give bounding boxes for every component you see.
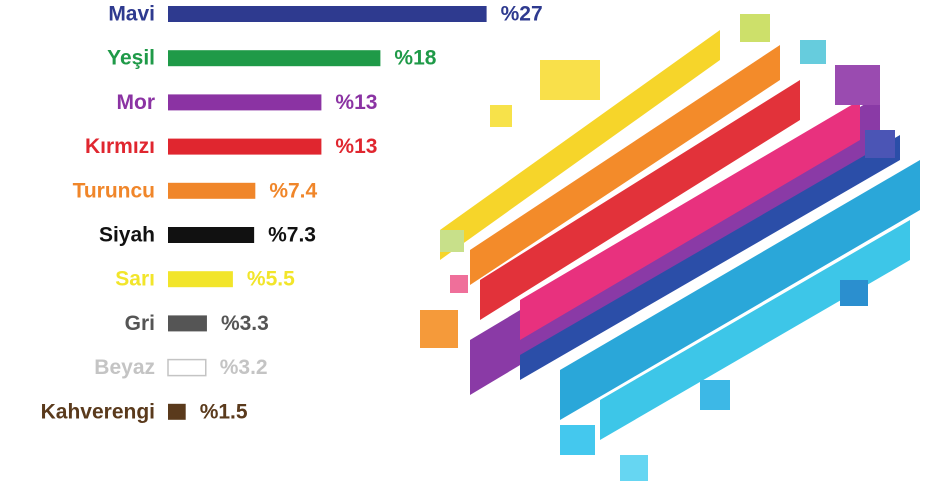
value-label: %1.5	[200, 400, 248, 423]
bar	[168, 182, 256, 199]
category-label: Siyah	[99, 224, 155, 247]
value-label: %7.4	[269, 179, 317, 202]
category-label: Gri	[125, 312, 155, 335]
value-label: %5.5	[247, 268, 295, 291]
category-label: Turuncu	[73, 179, 155, 202]
category-label: Kırmızı	[85, 135, 155, 158]
bar	[168, 227, 255, 243]
bar	[168, 271, 233, 288]
value-label: %27	[501, 3, 543, 26]
bar	[168, 50, 381, 67]
category-label: Yeşil	[107, 47, 155, 70]
value-label: %3.2	[220, 356, 268, 379]
bar	[167, 358, 207, 377]
value-label: %13	[335, 135, 377, 158]
category-label: Mor	[117, 91, 156, 114]
category-label: Sarı	[115, 268, 155, 291]
bar	[168, 138, 322, 155]
value-label: %18	[394, 47, 436, 70]
bar	[168, 94, 322, 111]
value-label: %3.3	[221, 312, 269, 335]
bar	[168, 403, 186, 420]
category-label: Beyaz	[94, 356, 155, 379]
bar	[168, 315, 207, 332]
value-label: %7.3	[268, 224, 316, 247]
value-label: %13	[335, 91, 377, 114]
category-label: Mavi	[108, 3, 155, 26]
decoration	[420, 14, 920, 481]
category-label: Kahverengi	[41, 400, 155, 423]
bar	[168, 6, 487, 22]
